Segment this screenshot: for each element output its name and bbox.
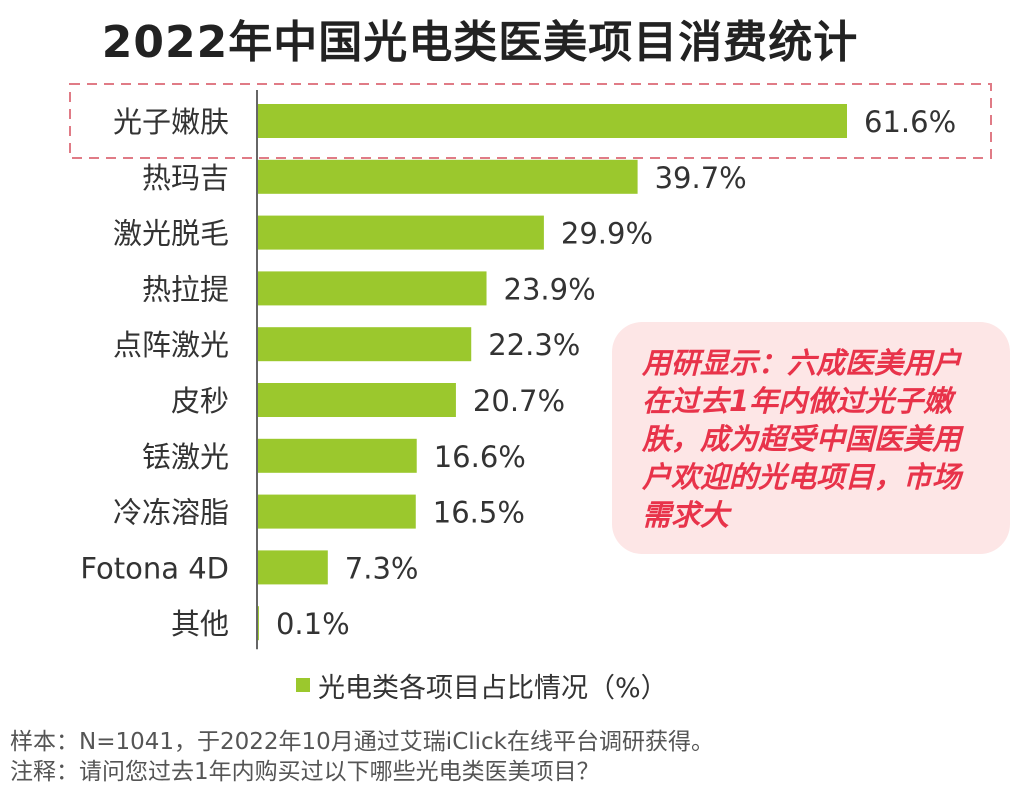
value-label-2: 29.9% [561,217,653,251]
bar-1 [258,159,638,194]
value-label-5: 20.7% [473,384,565,418]
category-label-3: 热拉提 [142,272,229,306]
value-label-9: 0.1% [276,607,350,641]
legend-swatch [296,678,310,692]
value-label-0: 61.6% [864,105,956,139]
value-label-1: 39.7% [655,161,747,195]
highlight-box [69,83,992,159]
bar-4 [258,327,472,362]
value-label-4: 22.3% [488,328,580,362]
value-label-8: 7.3% [345,551,419,585]
bar-2 [258,215,544,250]
value-label-6: 16.6% [434,440,526,474]
value-label-3: 23.9% [504,272,596,306]
legend-label: 光电类各项目占比情况（%） [318,672,668,704]
bar-0 [258,104,847,138]
insight-callout: 用研显示：六成医美用户在过去1年内做过光子嫩肤，成为超受中国医美用户欢迎的光电项… [612,322,1010,554]
bar-3 [258,271,487,306]
bar-8 [258,550,328,585]
category-label-2: 激光脱毛 [113,217,229,251]
category-label-6: 铥激光 [142,440,229,474]
bar-5 [258,383,456,417]
bar-6 [258,438,417,473]
page-title: 2022年中国光电类医美项目消费统计 [101,17,859,68]
category-label-4: 点阵激光 [113,328,229,362]
bar-7 [258,494,416,529]
value-label-7: 16.5% [433,496,525,530]
category-label-0: 光子嫩肤 [113,105,229,139]
category-label-1: 热玛吉 [142,161,229,195]
insight-callout-text: 用研显示：六成医美用户在过去1年内做过光子嫩肤，成为超受中国医美用户欢迎的光电项… [642,346,962,532]
chart-legend: 光电类各项目占比情况（%） [296,665,668,705]
category-label-9: 其他 [171,607,229,641]
category-label-7: 冷冻溶脂 [113,496,229,530]
bar-9 [258,606,259,641]
category-label-8: Fotona 4D [80,551,229,585]
category-label-5: 皮秒 [171,384,229,418]
footnote-sample: 样本：N=1041，于2022年10月通过艾瑞iClick在线平台调研获得。 [10,729,715,755]
